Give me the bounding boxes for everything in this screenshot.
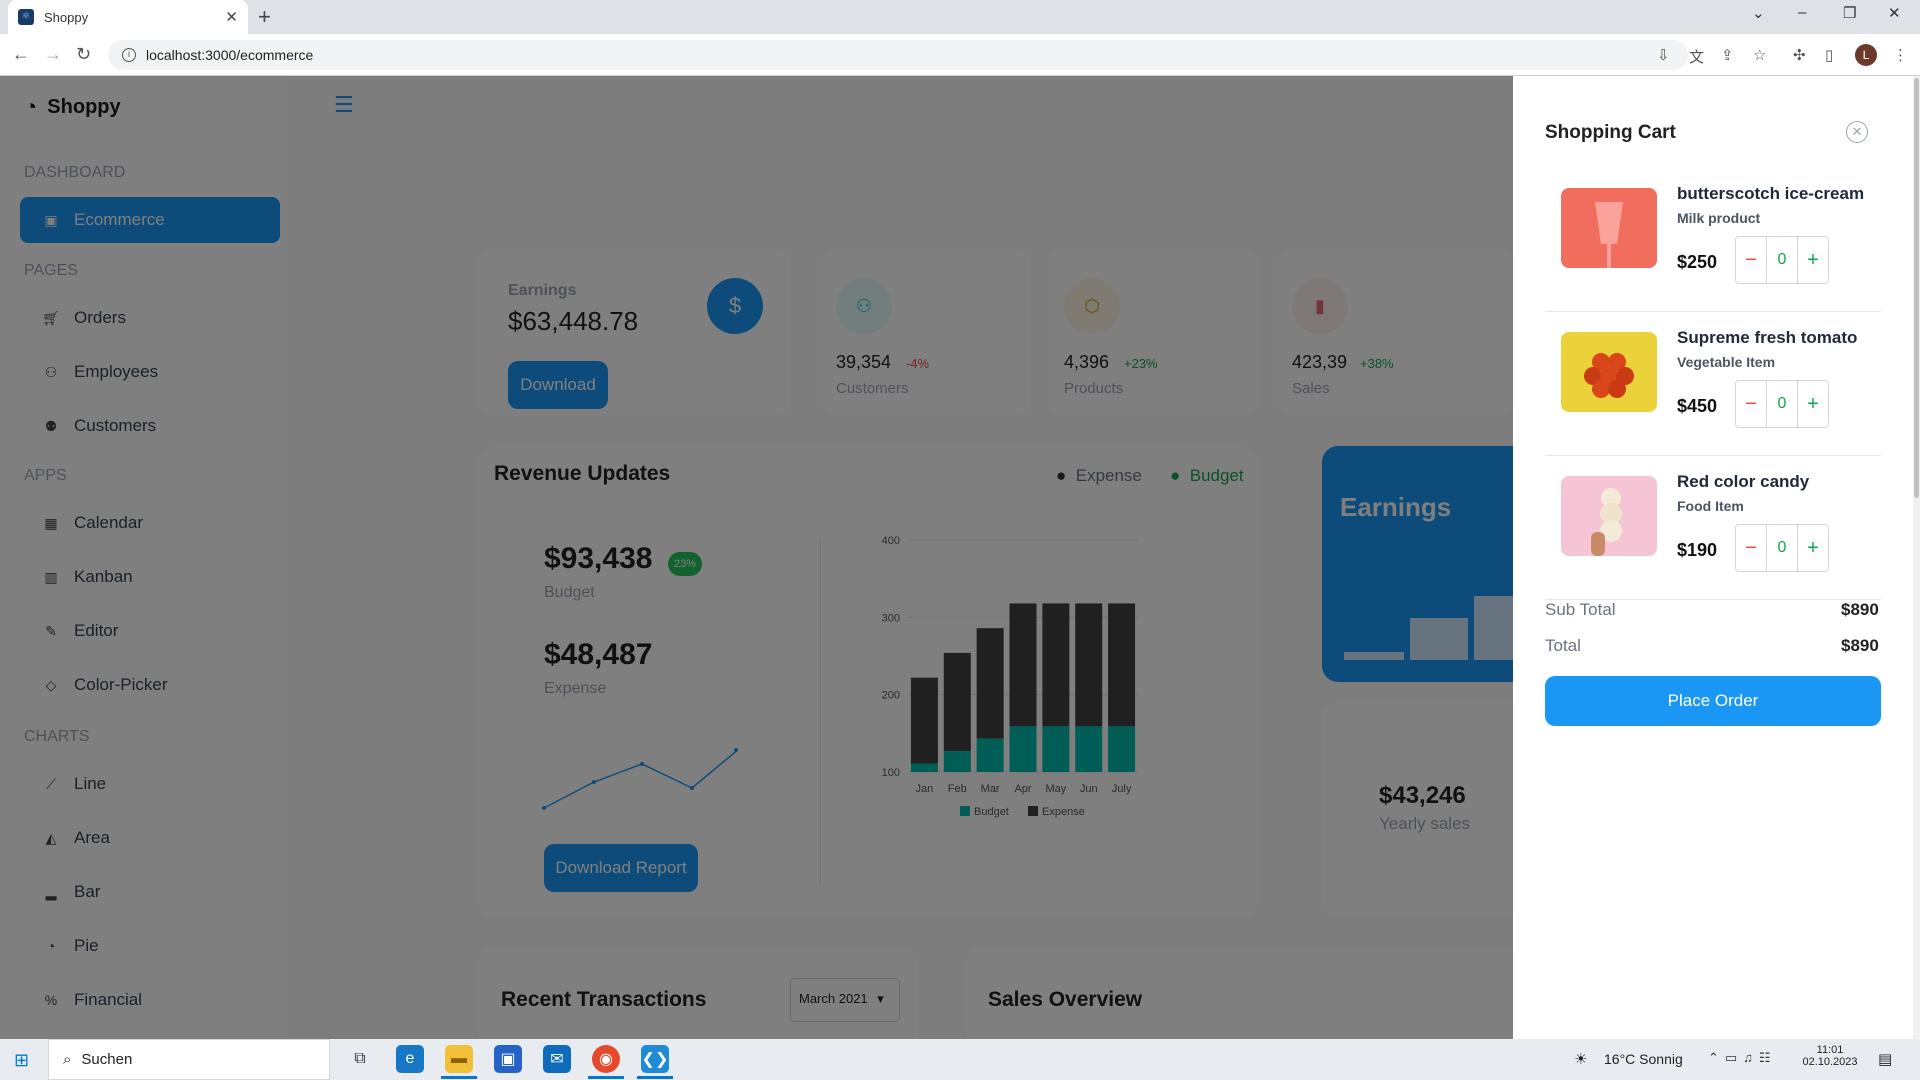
candy-image xyxy=(1591,488,1622,556)
total-value: $890 xyxy=(1841,636,1879,655)
active-app-indicator xyxy=(441,1076,477,1079)
subtotal-value: $890 xyxy=(1841,600,1879,619)
product-price: $190 xyxy=(1677,540,1718,560)
weather-text[interactable]: 16°C Sonnig xyxy=(1604,1051,1683,1067)
chrome-icon[interactable]: ◉ xyxy=(592,1045,620,1073)
clock-time: 11:01 xyxy=(1816,1044,1844,1056)
product-category: Food Item xyxy=(1677,498,1744,514)
translate-icon[interactable]: 文 xyxy=(1689,49,1705,66)
quantity-value: 0 xyxy=(1766,525,1798,571)
forward-icon[interactable]: → xyxy=(44,44,62,64)
plus-icon[interactable]: + xyxy=(1807,392,1819,415)
shopping-cart-panel: Shopping Cart ✕ butterscotch ice-cream M… xyxy=(1513,76,1913,1039)
task-view-icon[interactable]: ⧉ xyxy=(354,1050,366,1067)
plus-icon[interactable]: + xyxy=(1807,248,1819,271)
minus-icon[interactable]: − xyxy=(1745,536,1757,559)
site-info-icon[interactable]: i xyxy=(122,48,136,62)
cart-item: Red color candy Food Item $190 − 0 + xyxy=(1545,456,1881,600)
tab-close-icon[interactable]: ✕ xyxy=(225,9,238,26)
share-icon[interactable]: ⇪ xyxy=(1721,47,1734,64)
cart-item: butterscotch ice-cream Milk product $250… xyxy=(1545,168,1881,312)
tab-title: Shoppy xyxy=(44,9,89,25)
restore-button[interactable]: ❐ xyxy=(1843,5,1857,22)
menu-kebab-icon[interactable]: ⋮ xyxy=(1893,47,1908,64)
tab-search-icon[interactable]: ⌄ xyxy=(1752,5,1765,22)
extensions-icon[interactable]: ✣ xyxy=(1793,47,1806,64)
cart-title: Shopping Cart xyxy=(1545,122,1676,143)
reload-icon[interactable]: ↻ xyxy=(76,44,92,64)
profile-avatar[interactable]: L xyxy=(1855,44,1877,66)
notifications-icon[interactable]: ▤ xyxy=(1878,1051,1893,1068)
subtotal-label: Sub Total xyxy=(1545,600,1616,619)
windows-taskbar: ⊞ ⌕ Suchen ⧉ e ▬ ▣ ✉ ◉ ❮❯ ☀ 16°C Sonnig … xyxy=(0,1039,1920,1080)
bookmark-star-icon[interactable]: ☆ xyxy=(1753,47,1767,64)
plus-icon[interactable]: + xyxy=(1807,536,1819,559)
side-panel-icon[interactable]: ▯ xyxy=(1825,47,1834,64)
minus-icon[interactable]: − xyxy=(1745,392,1757,415)
scrollbar-thumb[interactable] xyxy=(1914,78,1919,498)
browser-toolbar: ← → ↻ i localhost:3000/ecommerce ⇩ 文 ⇪ ☆… xyxy=(0,34,1920,76)
browser-tab-strip: ⚛ Shoppy ✕ + ⌄ – ❐ ✕ xyxy=(0,0,1920,34)
search-icon: ⌕ xyxy=(63,1051,72,1068)
modal-overlay[interactable] xyxy=(0,76,1513,1039)
quantity-value: 0 xyxy=(1766,381,1798,427)
product-name: Supreme fresh tomato xyxy=(1677,328,1858,347)
taskbar-search-text: Suchen xyxy=(81,1051,133,1068)
clock-date: 02.10.2023 xyxy=(1802,1056,1858,1068)
mail-icon[interactable]: ✉ xyxy=(543,1045,571,1073)
total-label: Total xyxy=(1545,636,1581,655)
minus-icon[interactable]: − xyxy=(1745,248,1757,271)
product-image xyxy=(1561,476,1657,556)
ice-cream-cup-image xyxy=(1595,202,1623,268)
tomato-image xyxy=(1584,353,1634,398)
product-price: $250 xyxy=(1677,252,1718,272)
active-app-indicator xyxy=(637,1076,673,1079)
store-icon[interactable]: ▣ xyxy=(494,1045,522,1073)
product-category: Milk product xyxy=(1677,210,1761,226)
product-category: Vegetable Item xyxy=(1677,354,1776,370)
address-bar[interactable]: i localhost:3000/ecommerce xyxy=(108,40,1688,70)
quantity-stepper: − 0 + xyxy=(1735,524,1829,572)
product-name: Red color candy xyxy=(1677,472,1810,491)
file-explorer-icon[interactable]: ▬ xyxy=(445,1045,473,1073)
active-app-indicator xyxy=(588,1076,624,1079)
edge-icon[interactable]: e xyxy=(396,1045,424,1073)
minimize-button[interactable]: – xyxy=(1798,4,1807,21)
react-favicon-icon: ⚛ xyxy=(18,9,34,25)
quantity-stepper: − 0 + xyxy=(1735,236,1829,284)
windows-start-icon[interactable]: ⊞ xyxy=(14,1050,30,1070)
weather-icon[interactable]: ☀ xyxy=(1574,1051,1588,1068)
product-price: $450 xyxy=(1677,396,1718,416)
browser-tab[interactable]: ⚛ Shoppy ✕ xyxy=(8,0,248,34)
app-viewport: ◔ Shoppy DASHBOARD ▣Ecommerce PAGES 🛒︎Or… xyxy=(0,76,1920,1039)
back-icon[interactable]: ← xyxy=(12,44,30,64)
place-order-button[interactable]: Place Order xyxy=(1545,676,1881,726)
clock[interactable]: 11:01 02.10.2023 xyxy=(1800,1044,1860,1068)
quantity-value: 0 xyxy=(1766,237,1798,283)
new-tab-button[interactable]: + xyxy=(258,4,271,29)
product-name: butterscotch ice-cream xyxy=(1677,184,1865,203)
product-image xyxy=(1561,332,1657,412)
cart-item: Supreme fresh tomato Vegetable Item $450… xyxy=(1545,312,1881,456)
taskbar-search[interactable]: ⌕ Suchen xyxy=(48,1039,330,1080)
system-tray-icons[interactable]: ⌃▭♫☷ xyxy=(1708,1050,1777,1065)
url-text: localhost:3000/ecommerce xyxy=(146,47,314,63)
close-window-button[interactable]: ✕ xyxy=(1888,5,1901,22)
product-image xyxy=(1561,188,1657,268)
quantity-stepper: − 0 + xyxy=(1735,380,1829,428)
scrollbar[interactable] xyxy=(1913,76,1920,1039)
vscode-icon[interactable]: ❮❯ xyxy=(641,1045,669,1073)
close-cart-icon[interactable]: ✕ xyxy=(1846,121,1868,143)
install-icon[interactable]: ⇩ xyxy=(1657,47,1670,64)
